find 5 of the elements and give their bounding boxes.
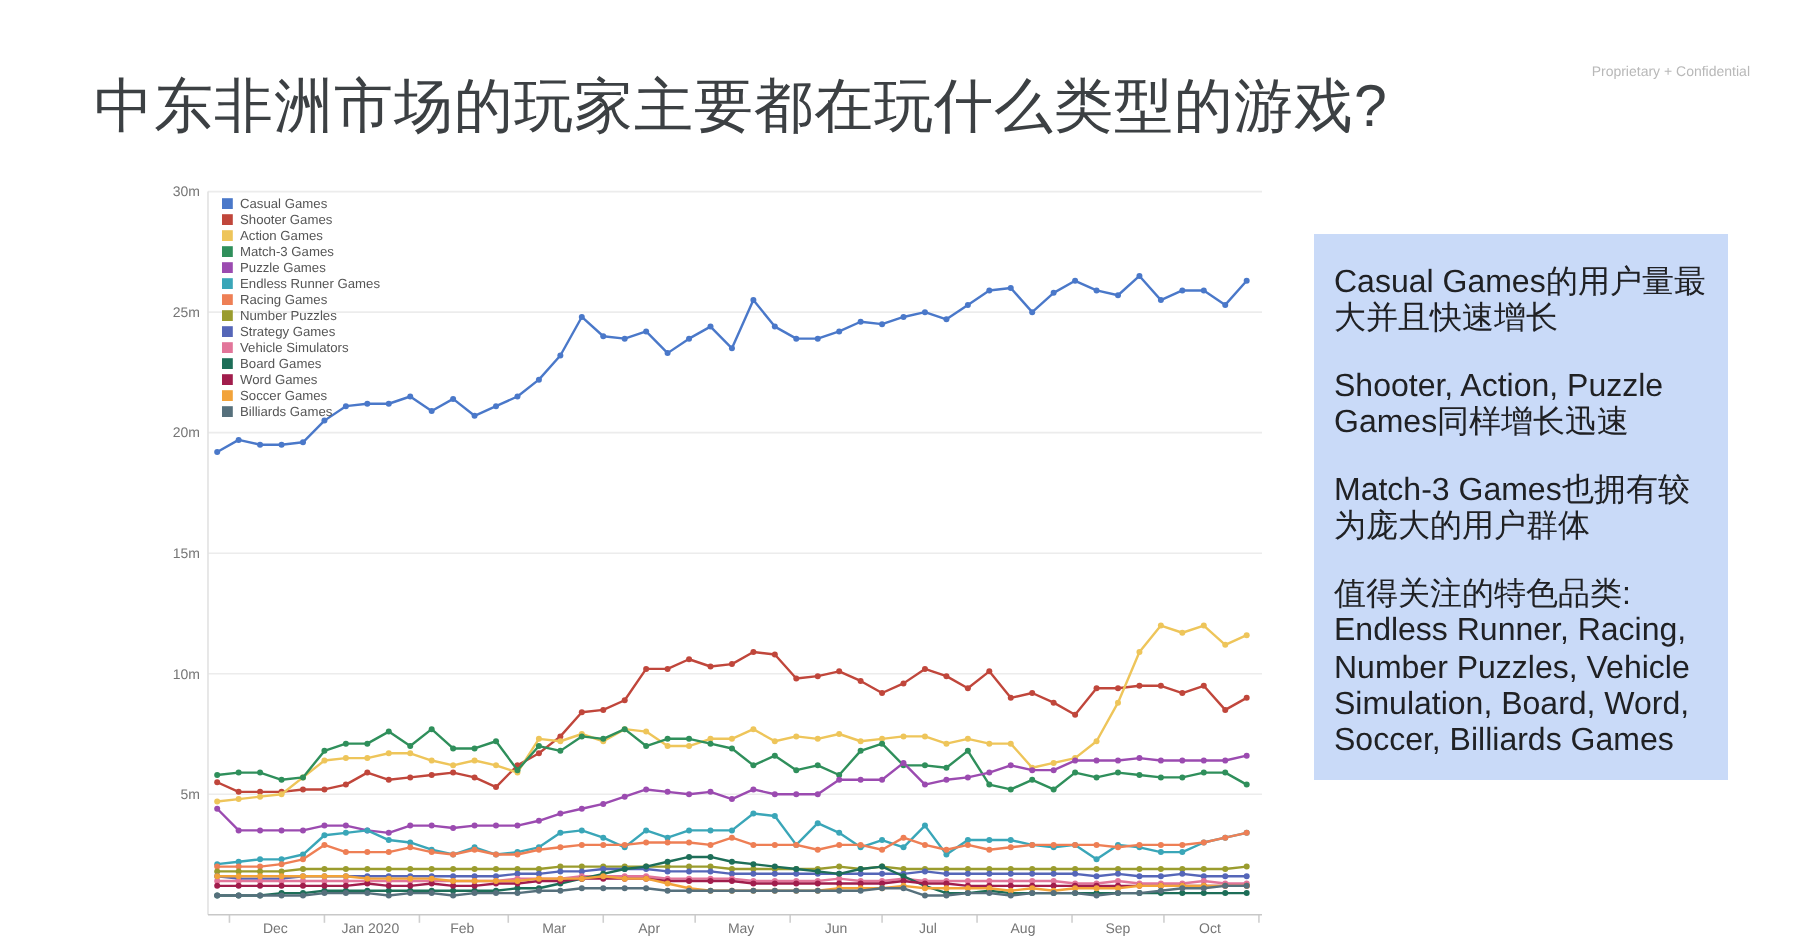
text: Shooter, Action, Puzzle Games同样增长迅速 [1334, 369, 1666, 444]
text: Match-3 Games也拥有较为庞大的用户群体 [1334, 473, 1692, 548]
text: 值得关注的特色品类: Endless Runner, Racing, Number Puzzles, Vehicle Simulation, Board, Word, Soccer, Billiards Games [1334, 577, 1692, 761]
text: Casual Games的用户量最大并且快速增长 [1334, 266, 1708, 340]
title: 中东非洲市场的玩家主要都在玩什么类型的游戏? [94, 74, 1387, 140]
